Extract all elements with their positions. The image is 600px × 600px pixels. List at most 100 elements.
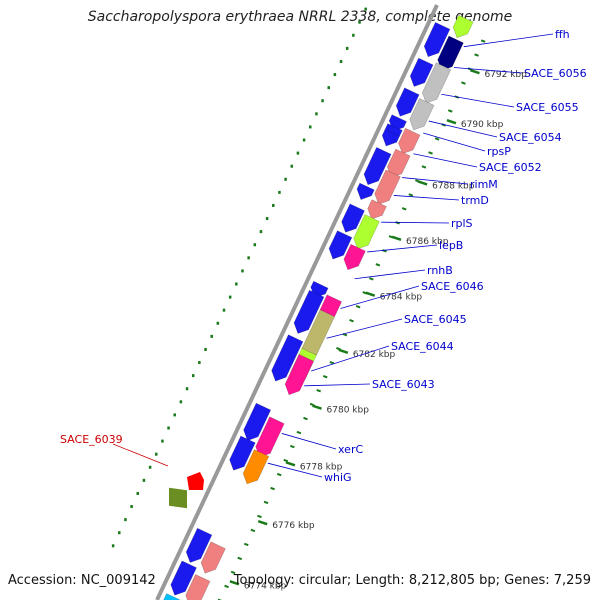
gene-label-sace_6055[interactable]: SACE_6055 xyxy=(516,101,579,114)
gene-label-rimm[interactable]: rimM xyxy=(470,178,498,191)
gene-feature[interactable] xyxy=(353,214,380,250)
tick-label: 6776 kbp xyxy=(272,521,315,531)
ring-dot xyxy=(315,112,318,116)
gene-feature[interactable] xyxy=(185,527,213,563)
genome-stats: Topology: circular; Length: 8,212,805 bp… xyxy=(233,573,591,588)
major-tick xyxy=(391,235,402,241)
gene-feature[interactable] xyxy=(242,449,270,485)
gene-feature[interactable] xyxy=(341,203,365,233)
ring-dot xyxy=(154,452,158,456)
gene-feature[interactable] xyxy=(363,147,392,186)
minor-tick xyxy=(243,542,249,547)
gene-label-ffh[interactable]: ffh xyxy=(555,28,570,41)
gene-feature[interactable] xyxy=(243,402,272,441)
length-value: 8,212,805 bp xyxy=(408,573,496,588)
gene-label-rpls[interactable]: rplS xyxy=(451,217,473,230)
major-tick xyxy=(338,348,349,354)
leader-line xyxy=(381,221,450,224)
minor-tick xyxy=(289,444,295,449)
ring-dot xyxy=(247,256,250,260)
gene-label-sace_6046[interactable]: SACE_6046 xyxy=(421,280,484,293)
minor-tick xyxy=(257,514,262,519)
gene-feature[interactable] xyxy=(409,57,434,87)
gene-feature[interactable] xyxy=(421,62,452,104)
gene-feature[interactable] xyxy=(271,334,304,382)
major-tick xyxy=(470,68,480,75)
gene-label-sace_6043[interactable]: SACE_6043 xyxy=(372,378,435,391)
ring-dot xyxy=(333,73,337,77)
leader-line xyxy=(281,433,337,450)
gene-label-sace_6054[interactable]: SACE_6054 xyxy=(499,131,562,144)
gene-label-lepb[interactable]: lepB xyxy=(439,239,463,252)
minor-tick xyxy=(401,207,407,211)
gene-feature[interactable] xyxy=(409,98,435,131)
gene-features[interactable] xyxy=(162,14,474,600)
gene-label-whig[interactable]: whiG xyxy=(324,471,352,484)
minor-tick xyxy=(329,360,335,365)
gene-feature[interactable] xyxy=(200,541,226,574)
minor-tick xyxy=(355,305,361,309)
gene-feature[interactable] xyxy=(229,435,256,471)
gene-feature[interactable] xyxy=(395,87,420,117)
ring-dot xyxy=(228,295,232,299)
gene-label-sace_6044[interactable]: SACE_6044 xyxy=(391,340,454,353)
minor-tick xyxy=(322,374,328,379)
minor-tick xyxy=(474,53,479,57)
gene-feature[interactable] xyxy=(356,182,375,200)
gene-feature[interactable] xyxy=(162,593,181,600)
gene-label-rpsp[interactable]: rpsP xyxy=(487,145,511,158)
gene-feature[interactable] xyxy=(374,169,401,205)
gene-feature[interactable] xyxy=(423,22,451,58)
gene-feature[interactable] xyxy=(452,14,474,39)
minor-tick xyxy=(276,472,282,477)
gene-feature[interactable] xyxy=(328,230,353,260)
leader-line xyxy=(441,93,515,108)
minor-tick xyxy=(270,486,275,491)
length-label: Length: xyxy=(355,573,405,588)
gene-label-sace_6056[interactable]: SACE_6056 xyxy=(524,67,587,80)
gene-feature[interactable] xyxy=(381,129,400,147)
ring-dot xyxy=(241,269,244,273)
leader-line xyxy=(267,462,323,478)
gene-label-sace_6039[interactable]: SACE_6039 xyxy=(60,433,123,446)
gene-feature[interactable] xyxy=(367,199,387,220)
gene-label-sace_6052[interactable]: SACE_6052 xyxy=(479,161,542,174)
gene-feature[interactable] xyxy=(169,487,187,509)
gene-label-sace_6045[interactable]: SACE_6045 xyxy=(404,313,467,326)
minor-tick xyxy=(250,528,256,533)
gene-label-trmd[interactable]: trmD xyxy=(461,194,489,207)
ring-dot xyxy=(345,46,349,50)
ring-dot xyxy=(327,86,330,90)
gene-feature[interactable] xyxy=(343,243,366,271)
minor-tick xyxy=(230,570,236,575)
tick-label: 6784 kbp xyxy=(380,293,423,303)
gene-feature[interactable] xyxy=(398,127,421,155)
major-tick xyxy=(417,180,428,186)
gene-feature[interactable] xyxy=(170,560,197,596)
ring-dot xyxy=(167,426,170,430)
ring-dot xyxy=(161,439,164,443)
minor-tick xyxy=(375,263,381,267)
ring-dot xyxy=(210,334,213,338)
gene-feature[interactable] xyxy=(284,354,314,396)
gene-feature[interactable] xyxy=(187,472,204,490)
gene-label-rnhb[interactable]: rnhB xyxy=(427,264,453,277)
minor-tick xyxy=(434,137,440,141)
gene-feature[interactable] xyxy=(185,574,211,600)
leader-line xyxy=(112,443,169,467)
leader-line xyxy=(393,195,460,201)
ring-dot xyxy=(198,361,201,365)
minor-tick xyxy=(368,277,374,281)
ring-dot xyxy=(118,531,121,535)
leader-line xyxy=(311,345,390,372)
ring-dot xyxy=(191,374,195,378)
ring-dot xyxy=(185,387,189,391)
minor-tick xyxy=(296,430,302,435)
gene-feature[interactable] xyxy=(293,289,325,334)
leader-line xyxy=(354,269,426,280)
major-tick xyxy=(229,580,240,586)
gene-label-xerc[interactable]: xerC xyxy=(338,443,363,456)
